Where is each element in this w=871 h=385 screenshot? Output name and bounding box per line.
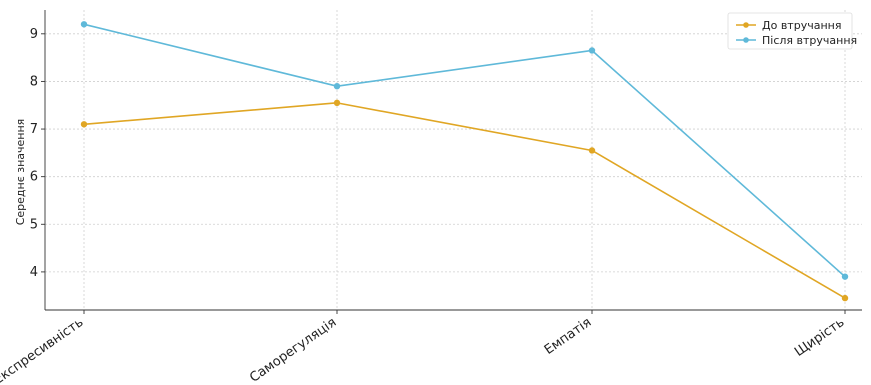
x-tick-label: Щирість [792,315,847,360]
data-point [588,47,596,54]
data-point [588,147,596,154]
x-tick-label: Експресивність [0,315,86,385]
data-point [841,294,849,302]
tick-labels: 4 5 6 7 8 9 Експресивність Саморегуляція Емпатія… [0,27,847,385]
y-tick-label: 6 [30,170,38,185]
legend-label: Після втручання [762,34,857,47]
y-tick-label: 5 [30,217,38,232]
data-point [80,121,88,128]
x-tick-label: Саморегуляція [247,315,339,385]
legend-swatch-marker [743,22,749,28]
y-tick-label: 8 [30,74,38,89]
series-line [83,102,846,299]
grid [45,10,862,310]
series-line [83,23,846,278]
legend: До втручання Після втручання [727,12,857,50]
y-axis-title: Середнє значення [14,119,27,226]
legend-box [727,12,853,50]
x-tick-label: Емпатія [542,315,594,358]
data-point [80,21,88,28]
data-point [841,273,849,280]
series-lines [80,21,849,302]
data-point [333,82,341,90]
y-tick-label: 9 [30,27,38,42]
y-tick-label: 4 [30,265,38,280]
data-point [333,99,341,107]
legend-swatch-marker [743,37,749,43]
y-tick-label: 7 [30,122,38,137]
legend-label: До втручання [762,19,841,32]
axes [41,10,862,314]
